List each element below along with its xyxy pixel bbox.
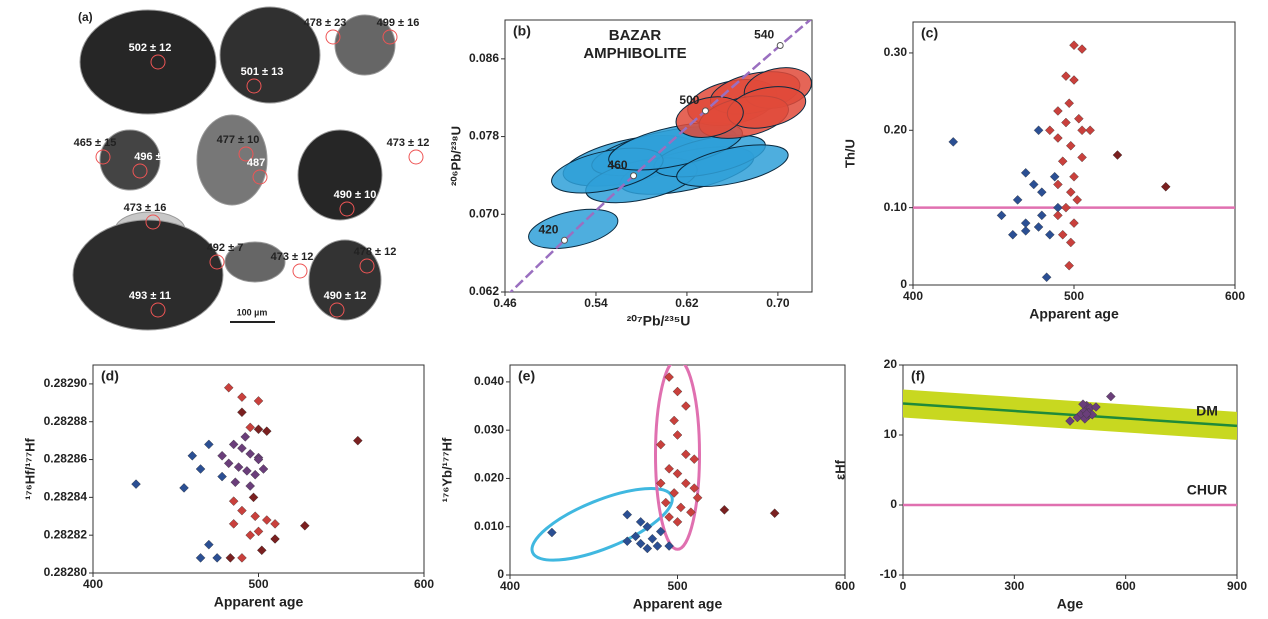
spot-age: 487 ± 11: [247, 157, 289, 169]
y-tick-label: 0.28286: [44, 452, 88, 466]
panel-label: (d): [101, 368, 119, 384]
panel-label: (e): [518, 368, 535, 384]
x-tick-label: 300: [1004, 579, 1024, 593]
x-tick-label: 600: [414, 577, 434, 591]
y-tick-label: 10: [884, 427, 898, 441]
x-tick-label: 500: [1064, 289, 1084, 303]
concordia-age-label: 460: [608, 158, 628, 172]
x-tick-label: 600: [1225, 289, 1245, 303]
spot-age: 502 ± 12: [129, 42, 172, 54]
x-axis-label: Age: [1057, 596, 1084, 612]
y-tick-label: 0.010: [474, 519, 504, 533]
spot: [409, 150, 423, 164]
concordia-age: [702, 108, 708, 114]
panel: 400 500 600 0.28280 0.28282 0.28284 0.28286 0.2…: [22, 365, 434, 610]
x-axis-label: ²⁰⁷Pb/²³⁵U: [627, 313, 691, 329]
y-tick-label: 0.20: [884, 122, 908, 136]
y-tick-label: 0.28284: [44, 490, 88, 504]
reference-label: CHUR: [1187, 482, 1227, 498]
y-tick-label: 0.086: [469, 51, 499, 65]
x-tick-label: 400: [500, 579, 520, 593]
y-axis-label: εHf: [832, 459, 847, 480]
y-tick-label: 0: [497, 567, 504, 581]
concordia-age-label: 420: [538, 222, 558, 236]
spot-age: 490 ± 12: [324, 290, 367, 302]
spot-age: 493 ± 11: [129, 290, 171, 302]
x-tick-label: 500: [667, 579, 687, 593]
panel: 400 500 600 0 0.10 0.20 0.30 Apparent age Th/U (c…: [842, 22, 1245, 322]
spot-age: 496 ±: [134, 151, 161, 163]
x-tick-label: 600: [835, 579, 855, 593]
x-tick-label: 900: [1227, 579, 1247, 593]
x-tick-label: 0.70: [766, 296, 790, 310]
y-tick-label: 0.28280: [44, 565, 88, 579]
x-tick-label: 0: [900, 579, 907, 593]
panel-label: (c): [921, 25, 938, 41]
y-tick-label: 0.020: [474, 471, 504, 485]
concordia-age: [561, 237, 567, 243]
chart-title: BAZAR: [609, 27, 662, 44]
y-tick-label: 20: [884, 357, 898, 371]
concordia-age-label: 500: [679, 93, 699, 107]
spot-age: 499 ± 16: [377, 17, 420, 29]
y-tick-label: 0.28282: [44, 527, 88, 541]
x-tick-label: 400: [83, 577, 103, 591]
plot-frame: [913, 22, 1235, 285]
y-tick-label: -10: [880, 567, 898, 581]
spot-age: 501 ± 13: [241, 66, 284, 78]
y-tick-label: 0: [890, 497, 897, 511]
spot: [293, 264, 307, 278]
panel-label: (a): [78, 10, 93, 24]
spot-age: 490 ± 10: [334, 189, 377, 201]
x-axis-label: Apparent age: [633, 596, 723, 612]
concordia-age-label: 540: [754, 28, 774, 42]
spot-age: 473 ± 16: [124, 202, 167, 214]
spot-age: 492 ± 7: [207, 242, 244, 254]
y-tick-label: 0.040: [474, 374, 504, 388]
x-tick-label: 500: [248, 577, 268, 591]
y-tick-label: 0.30: [884, 45, 908, 59]
y-axis-label: Th/U: [842, 139, 857, 168]
y-tick-label: 0.070: [469, 206, 499, 220]
x-axis-label: Apparent age: [214, 594, 304, 610]
spot-age: 473 ± 12: [387, 137, 430, 149]
x-tick-label: 0.54: [584, 296, 608, 310]
y-tick-label: 0: [900, 277, 907, 291]
reference-label: DM: [1196, 403, 1218, 419]
x-axis-label: Apparent age: [1029, 306, 1119, 322]
x-tick-label: 0.46: [493, 296, 517, 310]
y-axis-label: ¹⁷⁶Hf/¹⁷⁷Hf: [22, 437, 37, 499]
panel-label: (b): [513, 23, 531, 39]
y-tick-label: 0.030: [474, 422, 504, 436]
scale-label: 100 µm: [237, 307, 268, 317]
x-tick-label: 0.62: [675, 296, 699, 310]
x-tick-label: 600: [1116, 579, 1136, 593]
y-tick-label: 0.062: [469, 284, 499, 298]
grain: [73, 220, 223, 330]
spot-age: 478 ± 23: [304, 17, 347, 29]
y-tick-label: 0.078: [469, 129, 499, 143]
y-tick-label: 0.10: [884, 200, 908, 214]
y-axis-label: ²⁰⁶Pb/²³⁸U: [448, 126, 463, 186]
concordia-age: [631, 173, 637, 179]
chart-title: AMPHIBOLITE: [583, 45, 686, 62]
spot-age: 473 ± 12: [271, 251, 314, 263]
concordia-age: [777, 42, 783, 48]
grain: [80, 10, 216, 114]
y-axis-label: ¹⁷⁶Yb/¹⁷⁷Hf: [439, 437, 454, 502]
x-tick-label: 400: [903, 289, 923, 303]
figure: 502 ± 12 501 ± 13 478 ± 23 499 ± 16 465 ± 15…: [0, 0, 1268, 614]
panel: 400 500 600 0 0.010 0.020 0.030 0.040 Apparent a…: [439, 359, 855, 611]
spot-age: 465 ± 15: [74, 137, 117, 149]
panel: 0.46 0.54 0.62 0.70 0.062 0.070 0.078 0.086 ²⁰⁷P…: [448, 0, 898, 336]
y-tick-label: 0.28290: [44, 376, 88, 390]
y-tick-label: 0.28288: [44, 414, 88, 428]
spot-age: 477 ± 10: [217, 134, 260, 146]
panel-label: (f): [911, 368, 925, 384]
spot-age: 478 ± 12: [354, 246, 397, 258]
